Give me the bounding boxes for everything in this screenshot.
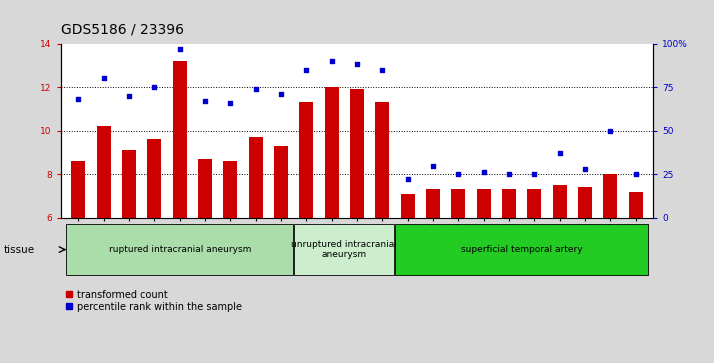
Bar bbox=[274, 146, 288, 218]
Bar bbox=[198, 159, 212, 218]
Bar bbox=[173, 61, 186, 218]
Bar bbox=[376, 102, 389, 218]
Point bbox=[605, 128, 616, 134]
Bar bbox=[325, 87, 338, 218]
FancyBboxPatch shape bbox=[294, 224, 394, 276]
Point bbox=[427, 163, 438, 168]
Point bbox=[98, 76, 109, 81]
Bar bbox=[71, 161, 86, 218]
Point bbox=[478, 170, 489, 175]
Text: ruptured intracranial aneurysm: ruptured intracranial aneurysm bbox=[109, 245, 251, 254]
Point bbox=[73, 97, 84, 102]
Bar bbox=[477, 189, 491, 218]
Text: superficial temporal artery: superficial temporal artery bbox=[461, 245, 583, 254]
Bar bbox=[122, 150, 136, 218]
Bar bbox=[223, 161, 237, 218]
Bar bbox=[350, 89, 364, 218]
Bar bbox=[401, 194, 415, 218]
Point bbox=[579, 166, 590, 172]
Bar bbox=[426, 189, 440, 218]
Text: unruptured intracranial
aneurysm: unruptured intracranial aneurysm bbox=[291, 240, 397, 259]
Bar bbox=[628, 192, 643, 218]
Point bbox=[503, 171, 515, 177]
Point bbox=[276, 91, 287, 97]
Text: GDS5186 / 23396: GDS5186 / 23396 bbox=[61, 22, 183, 36]
Legend: transformed count, percentile rank within the sample: transformed count, percentile rank withi… bbox=[66, 290, 242, 312]
FancyBboxPatch shape bbox=[396, 224, 648, 276]
Point bbox=[630, 171, 641, 177]
Point bbox=[376, 67, 388, 73]
Point bbox=[528, 171, 540, 177]
Point bbox=[124, 93, 135, 99]
Point bbox=[174, 46, 186, 52]
Bar bbox=[502, 189, 516, 218]
Point bbox=[326, 58, 338, 64]
Bar bbox=[97, 126, 111, 218]
Bar bbox=[603, 174, 617, 218]
Bar bbox=[451, 189, 466, 218]
Bar bbox=[553, 185, 567, 218]
Point bbox=[250, 86, 261, 92]
Bar bbox=[248, 137, 263, 218]
Point bbox=[225, 100, 236, 106]
Text: tissue: tissue bbox=[4, 245, 35, 254]
Point bbox=[453, 171, 464, 177]
FancyBboxPatch shape bbox=[66, 224, 293, 276]
Bar bbox=[299, 102, 313, 218]
Point bbox=[301, 67, 312, 73]
Bar bbox=[578, 187, 592, 218]
Point bbox=[554, 150, 565, 156]
Point bbox=[402, 176, 413, 182]
Bar bbox=[528, 189, 541, 218]
Point bbox=[351, 62, 363, 68]
Point bbox=[199, 98, 211, 104]
Point bbox=[149, 84, 160, 90]
Bar bbox=[147, 139, 161, 218]
